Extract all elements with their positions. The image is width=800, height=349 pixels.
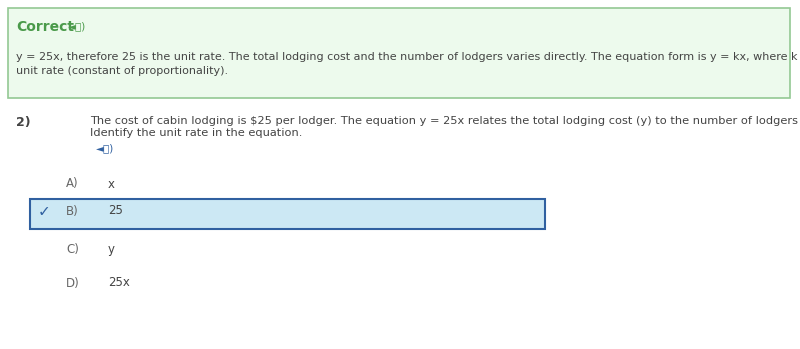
Text: C): C) (66, 243, 79, 255)
Text: Identify the unit rate in the equation.: Identify the unit rate in the equation. (90, 128, 302, 138)
Text: x: x (108, 178, 115, 191)
Text: y = 25x, therefore 25 is the unit rate. The total lodging cost and the number of: y = 25x, therefore 25 is the unit rate. … (16, 52, 800, 62)
Text: y: y (108, 243, 115, 255)
Text: unit rate (constant of proportionality).: unit rate (constant of proportionality). (16, 66, 228, 76)
Text: 2): 2) (16, 116, 30, 129)
Bar (30, 199, 545, 229)
Text: The cost of cabin lodging is $25 per lodger. The equation y = 25x relates the to: The cost of cabin lodging is $25 per lod… (90, 116, 800, 126)
Text: ◄⧖): ◄⧖) (96, 143, 114, 153)
Text: B): B) (66, 205, 78, 217)
Text: D): D) (66, 276, 80, 290)
Text: 25x: 25x (108, 276, 130, 290)
Text: A): A) (66, 178, 78, 191)
Bar (8, 8, 790, 98)
Text: ✓: ✓ (38, 205, 50, 220)
Text: ◄⧖): ◄⧖) (68, 21, 86, 31)
Text: Correct: Correct (16, 20, 74, 34)
Text: 25: 25 (108, 205, 123, 217)
